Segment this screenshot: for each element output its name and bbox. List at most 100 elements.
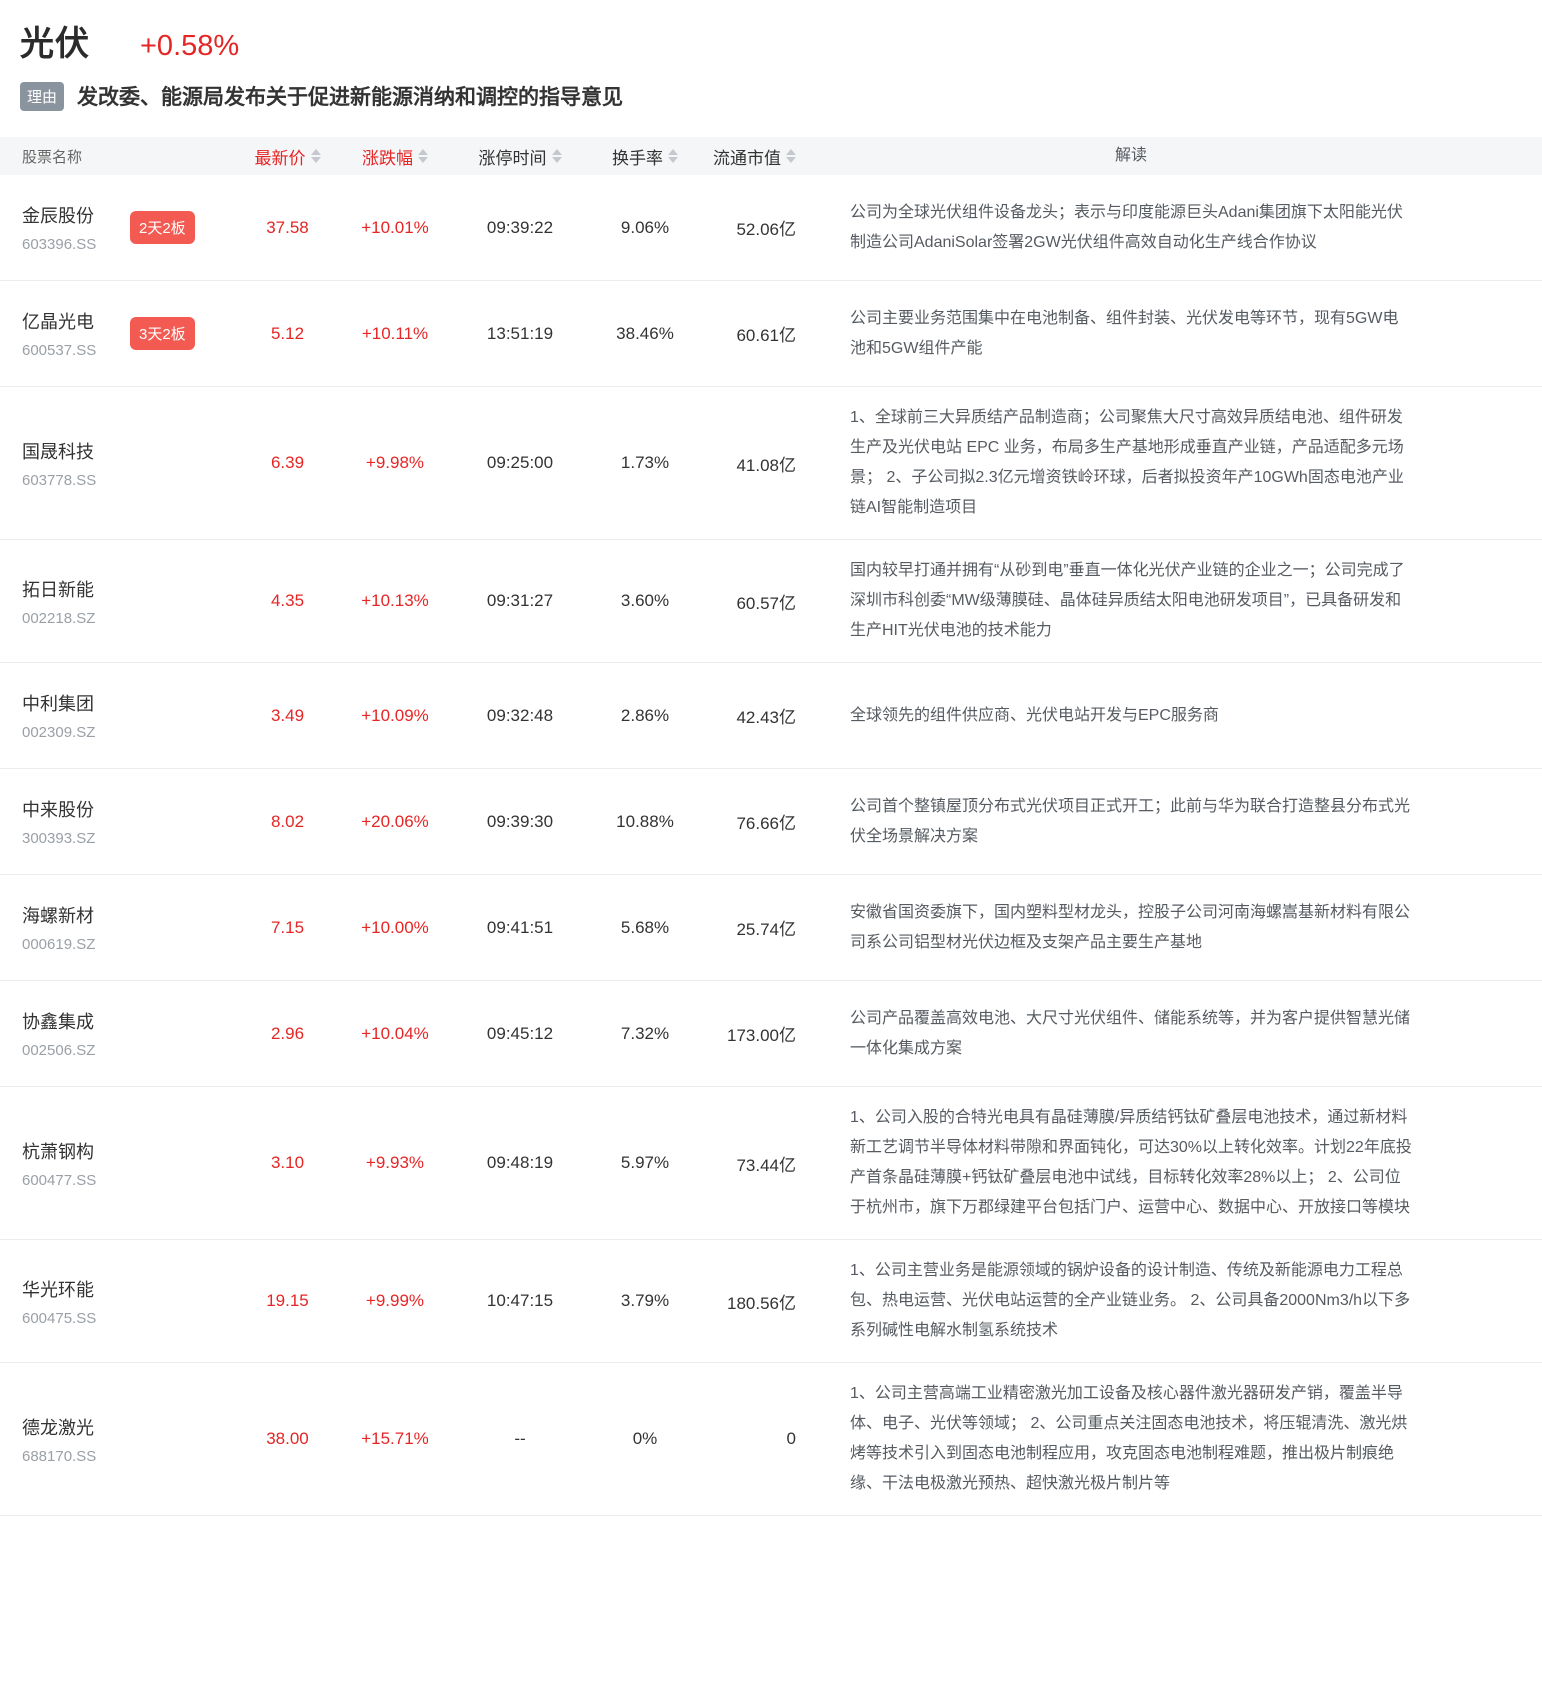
change-percent: +10.04% [361,1023,429,1043]
stock-name[interactable]: 亿晶光电 [22,312,94,332]
table-body: 金辰股份 603396.SS 2天2板 37.58 +10.01% 09:39:… [0,175,1542,1516]
reason-tag-badge: 理由 [20,81,65,111]
limit-up-time: 09:48:19 [486,1153,554,1172]
stock-name[interactable]: 华光环能 [22,1279,94,1300]
stock-name[interactable]: 国晟科技 [22,441,94,462]
sort-icon[interactable] [786,149,796,163]
sort-icon[interactable] [551,149,562,163]
stock-name-cell: 金辰股份 603396.SS 2天2板 [0,202,240,253]
table-row[interactable]: 拓日新能 002218.SZ 4.35 +10.13% 09:31:27 3.6… [0,540,1542,663]
column-header-limit-up-time[interactable]: 涨停时间 [455,144,585,169]
turnover-rate: 38.46% [616,323,674,343]
stock-name-cell: 海螺新材 000619.SZ [0,902,240,953]
turnover-rate: 2.86% [620,705,670,725]
stock-name[interactable]: 杭萧钢构 [22,1141,94,1162]
limit-up-time: 09:39:22 [486,217,554,237]
change-percent: +10.00% [361,917,429,937]
market-cap: 41.08亿 [736,455,796,475]
table-row[interactable]: 亿晶光电 600537.SS 3天2板 5.12 +10.11% 13:51:1… [0,281,1542,387]
column-header-turnover-rate[interactable]: 换手率 [585,144,705,169]
sector-stocks-page: 光伏 +0.58% 理由 发改委、能源局发布关于促进新能源消纳和调控的指导意见 … [0,0,1542,1516]
stock-code: 300393.SZ [22,830,96,847]
stock-name-cell: 协鑫集成 002506.SZ [0,1008,240,1059]
column-header-label: 最新价 [254,148,306,168]
table-row[interactable]: 协鑫集成 002506.SZ 2.96 +10.04% 09:45:12 7.3… [0,981,1542,1087]
table-row[interactable]: 中利集团 002309.SZ 3.49 +10.09% 09:32:48 2.8… [0,663,1542,769]
turnover-rate: 3.60% [620,591,670,610]
reason-text: 发改委、能源局发布关于促进新能源消纳和调控的指导意见 [77,86,624,109]
column-header-label: 涨停时间 [478,148,547,168]
stock-name-cell: 拓日新能 002218.SZ [0,576,240,627]
limit-up-time: 09:32:48 [486,705,554,725]
sort-icon[interactable] [418,149,428,163]
latest-price: 38.00 [266,1429,309,1448]
change-percent: +9.93% [365,1153,425,1172]
table-row[interactable]: 金辰股份 603396.SS 2天2板 37.58 +10.01% 09:39:… [0,175,1542,281]
column-header-latest-price[interactable]: 最新价 [240,144,335,169]
stock-name[interactable]: 德龙激光 [22,1417,94,1438]
stock-name-cell: 中利集团 002309.SZ [0,690,240,741]
latest-price: 3.49 [270,705,305,725]
limit-up-time: 09:41:51 [486,917,554,937]
sort-icon[interactable] [310,149,321,163]
table-row[interactable]: 中来股份 300393.SZ 8.02 +20.06% 09:39:30 10.… [0,769,1542,875]
stock-code: 600537.SS [22,342,97,359]
stock-name[interactable]: 金辰股份 [22,206,94,226]
market-cap: 173.00亿 [727,1026,796,1045]
column-header-label: 股票名称 [22,148,83,166]
stock-code: 000619.SZ [22,936,96,953]
column-header-market-cap[interactable]: 流通市值 [705,144,800,169]
sector-header: 光伏 +0.58% [0,0,1542,65]
sort-icon[interactable] [668,149,678,163]
latest-price: 2.96 [270,1023,305,1043]
turnover-rate: 5.68% [620,917,670,937]
interpretation-text: 全球领先的组件供应商、光伏电站开发与EPC服务商 [850,706,1219,724]
turnover-rate: 3.79% [620,1291,670,1310]
table-row[interactable]: 杭萧钢构 600477.SS 3.10 +9.93% 09:48:19 5.97… [0,1087,1542,1240]
column-header-label: 换手率 [612,148,663,168]
column-header-label: 流通市值 [713,148,781,168]
column-header-change-percent[interactable]: 涨跌幅 [335,144,455,169]
table-row[interactable]: 海螺新材 000619.SZ 7.15 +10.00% 09:41:51 5.6… [0,875,1542,981]
stock-code: 002218.SZ [22,609,96,627]
latest-price: 4.35 [270,591,305,610]
column-header-interpretation: 解读 [800,141,1542,171]
stock-name[interactable]: 中利集团 [22,694,94,714]
market-cap: 180.56亿 [727,1293,796,1313]
latest-price: 3.10 [270,1153,305,1172]
stock-name-cell: 杭萧钢构 600477.SS [0,1138,240,1189]
turnover-rate: 9.06% [620,217,670,237]
stock-name[interactable]: 拓日新能 [22,579,94,600]
table-row[interactable]: 国晟科技 603778.SS 6.39 +9.98% 09:25:00 1.73… [0,387,1542,540]
limit-up-time: -- [514,1429,526,1448]
table-row[interactable]: 德龙激光 688170.SS 38.00 +15.71% -- 0% 0 1、公… [0,1363,1542,1516]
stock-name-cell: 华光环能 600475.SS [0,1276,240,1327]
table-row[interactable]: 华光环能 600475.SS 19.15 +9.99% 10:47:15 3.7… [0,1240,1542,1363]
column-header-label: 涨跌幅 [362,148,413,168]
latest-price: 6.39 [270,453,305,472]
latest-price: 8.02 [270,811,305,831]
market-cap: 42.43亿 [736,708,796,727]
limit-up-time: 09:25:00 [486,453,554,472]
stock-code: 600475.SS [22,1309,97,1327]
market-cap: 76.66亿 [736,814,796,833]
stock-code: 002309.SZ [22,724,96,741]
interpretation-text: 1、公司主营高端工业精密激光加工设备及核心器件激光器研发产销，覆盖半导体、电子、… [850,1385,1408,1492]
stock-name-cell: 德龙激光 688170.SS [0,1414,240,1465]
stock-code: 688170.SS [22,1447,97,1465]
interpretation-text: 安徽省国资委旗下，国内塑料型材龙头，控股子公司河南海螺嵩基新材料有限公司系公司铝… [850,903,1411,951]
sector-change-percent: +0.58% [140,30,240,62]
column-header-label: 解读 [1114,147,1147,164]
interpretation-text: 国内较早打通并拥有“从砂到电”垂直一体化光伏产业链的企业之一；公司完成了深圳市科… [850,562,1405,639]
stock-name-cell: 亿晶光电 600537.SS 3天2板 [0,308,240,359]
turnover-rate: 7.32% [620,1023,670,1043]
stock-name[interactable]: 中来股份 [22,800,94,820]
stock-table: 股票名称 最新价 涨跌幅 涨停时间 换手率 流通市值 [0,137,1542,1516]
interpretation-text: 1、公司入股的合特光电具有晶硅薄膜/异质结钙钛矿叠层电池技术，通过新材料新工艺调… [850,1109,1412,1216]
stock-name[interactable]: 协鑫集成 [22,1012,94,1032]
stock-name[interactable]: 海螺新材 [22,906,94,926]
turnover-rate: 1.73% [620,453,670,472]
interpretation-text: 1、全球前三大异质结产品制造商；公司聚焦大尺寸高效异质结电池、组件研发生产及光伏… [850,409,1404,516]
change-percent: +20.06% [361,811,429,831]
stock-code: 002506.SZ [22,1042,96,1059]
